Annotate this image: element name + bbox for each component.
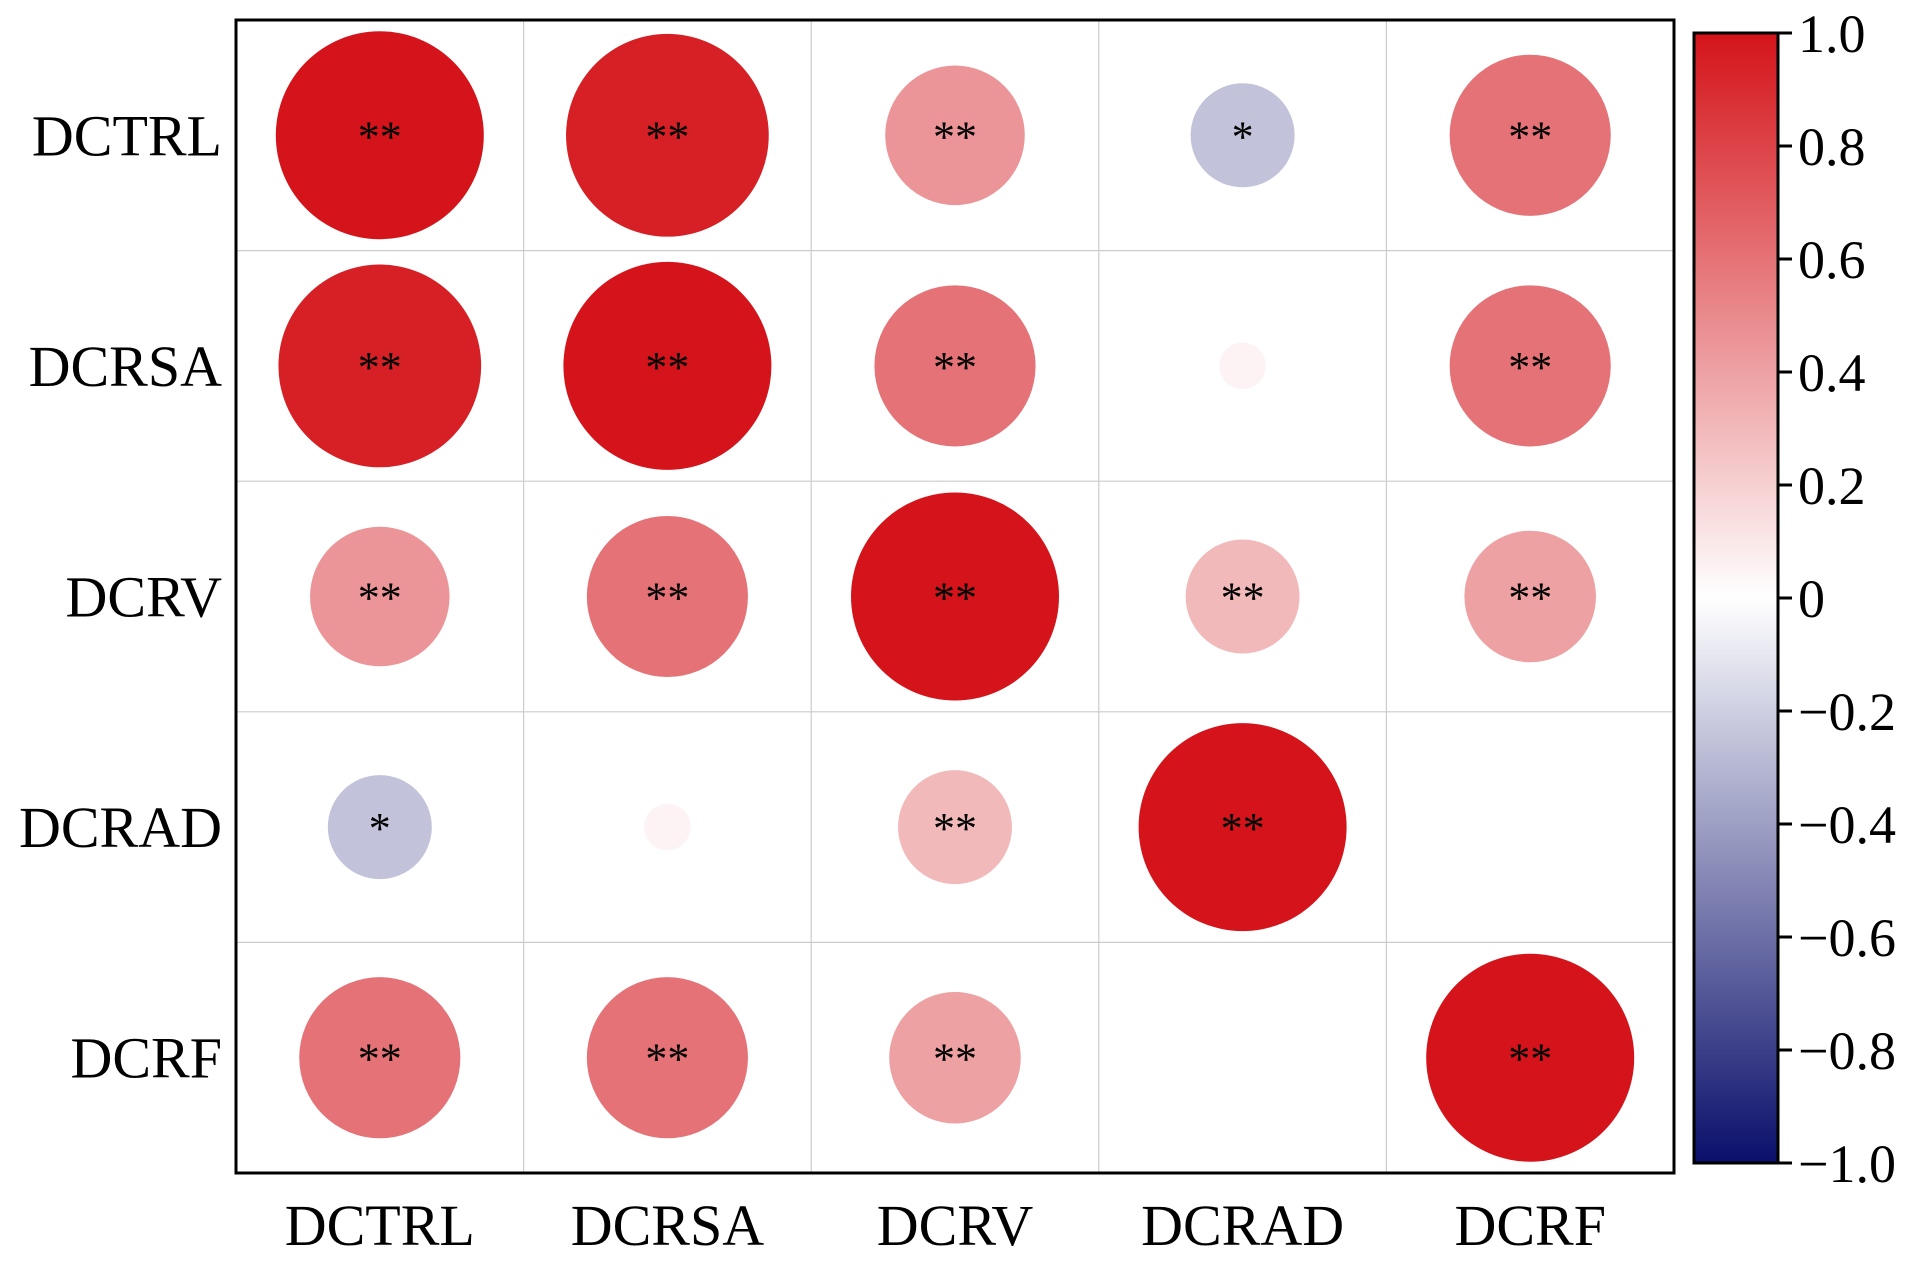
correlation-circle	[1426, 953, 1635, 1162]
colorbar-ticks: 1.0 0.8 0.6 0.4 0.2 0 −0.2 −0.4 −0.6 −0.8 −1.0	[1778, 4, 1896, 1194]
row-label: DCRV	[66, 565, 223, 630]
colorbar: 1.0 0.8 0.6 0.4 0.2 0 −0.2 −0.4 −0.6 −0.8 −1.0	[1692, 4, 1896, 1194]
correlation-circle	[1449, 285, 1611, 447]
correlation-circle	[566, 33, 769, 237]
colorbar-tick-label: −0.2	[1798, 682, 1896, 742]
significance-mark: **	[1508, 112, 1552, 161]
correlation-circle	[874, 285, 1036, 447]
colorbar-tick-label: 0.6	[1798, 230, 1866, 290]
correlation-circle	[586, 977, 748, 1139]
correlation-circle	[889, 991, 1021, 1124]
row-label: DCRAD	[19, 795, 222, 860]
colorbar-gradient	[1692, 31, 1780, 1165]
row-label: DCTRL	[32, 103, 222, 168]
significance-mark: **	[933, 1035, 977, 1084]
correlation-circle	[885, 65, 1025, 206]
significance-mark: **	[358, 574, 402, 623]
correlation-circle	[310, 526, 450, 667]
correlation-circle	[1464, 530, 1596, 663]
colorbar-tick-label: 1.0	[1798, 4, 1866, 64]
column-label: DCRF	[1454, 1193, 1606, 1258]
correlation-circle	[1138, 723, 1347, 932]
correlation-circle	[851, 492, 1059, 701]
colorbar-tick-label: 0.4	[1798, 343, 1866, 403]
significance-mark: *	[1232, 112, 1254, 161]
colorbar-tick-label: 0	[1798, 569, 1825, 629]
correlation-circle	[644, 803, 691, 851]
colorbar-tick-label: −0.8	[1798, 1021, 1896, 1081]
plot-frame	[234, 18, 1676, 1175]
significance-mark: **	[1508, 1035, 1552, 1084]
significance-mark: **	[933, 112, 977, 161]
colorbar-tick-label: 0.8	[1798, 117, 1866, 177]
colorbar-tick-label: −0.6	[1798, 908, 1896, 968]
significance-mark: **	[645, 574, 689, 623]
significance-mark: **	[1508, 574, 1552, 623]
correlation-circle	[898, 770, 1012, 885]
significance-mark: **	[645, 343, 689, 392]
significance-mark: **	[933, 343, 977, 392]
significance-mark: **	[645, 112, 689, 161]
significance-mark: **	[933, 574, 977, 623]
correlation-circle	[278, 264, 482, 468]
correlation-circle	[1190, 83, 1295, 188]
significance-mark: **	[358, 343, 402, 392]
correlation-circle	[299, 977, 461, 1139]
colorbar-tick-label: −0.4	[1798, 795, 1896, 855]
correlation-circle	[1449, 54, 1611, 216]
correlation-circle	[1219, 342, 1266, 390]
column-label: DCRSA	[571, 1193, 765, 1258]
row-label: DCRSA	[29, 334, 223, 399]
correlation-circle	[1185, 539, 1300, 654]
significance-mark: **	[645, 1035, 689, 1084]
correlation-marks: ** ** ** * **** ** ** **** ** ** ** *** ** **** ** ** **	[275, 31, 1635, 1162]
significance-mark: **	[1508, 343, 1552, 392]
colorbar-tick-label: −1.0	[1798, 1134, 1896, 1194]
colorbar-tick-label: 0.2	[1798, 456, 1866, 516]
column-label: DCRAD	[1141, 1193, 1344, 1258]
significance-mark: **	[358, 112, 402, 161]
correlation-circle	[586, 515, 748, 678]
correlation-circle	[563, 261, 772, 470]
significance-mark: **	[1221, 804, 1265, 853]
correlation-circle	[327, 775, 432, 880]
column-labels: DCTRL DCRSA DCRV DCRAD DCRF	[285, 1193, 1606, 1258]
significance-mark: **	[358, 1035, 402, 1084]
column-label: DCRV	[877, 1193, 1034, 1258]
row-label: DCRF	[70, 1026, 222, 1091]
row-labels: DCTRL DCRSA DCRV DCRAD DCRF	[19, 103, 222, 1090]
significance-mark: **	[933, 804, 977, 853]
significance-mark: **	[1221, 574, 1265, 623]
column-label: DCTRL	[285, 1193, 475, 1258]
correlation-circle	[275, 31, 484, 240]
grid-lines	[236, 20, 1674, 1173]
significance-mark: *	[369, 804, 391, 853]
